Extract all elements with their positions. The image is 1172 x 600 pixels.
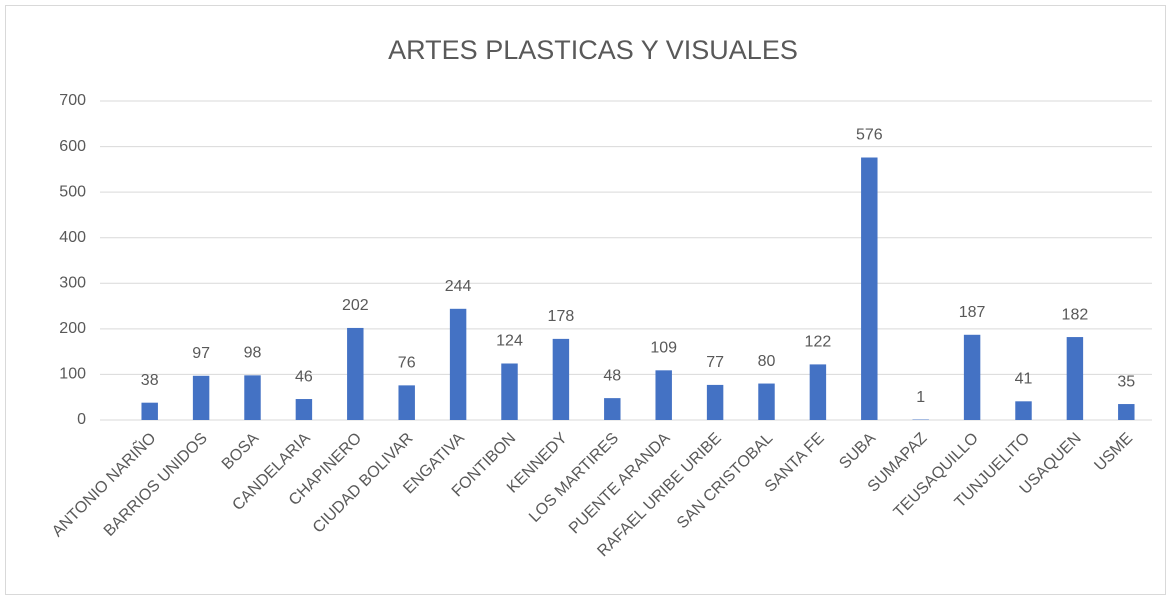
data-label: 41 <box>1015 371 1033 388</box>
bar <box>501 363 518 420</box>
bar <box>809 364 827 420</box>
data-label: 80 <box>758 353 776 370</box>
data-label: 1 <box>916 389 925 406</box>
bar <box>1118 404 1135 420</box>
bar <box>141 402 158 420</box>
data-label: 244 <box>445 278 472 295</box>
bar <box>192 375 210 420</box>
y-tick-label: 600 <box>59 138 86 155</box>
data-label: 576 <box>856 127 883 144</box>
data-label: 97 <box>192 345 210 362</box>
y-tick-label: 100 <box>59 366 86 383</box>
bar <box>963 334 981 420</box>
bar <box>398 385 415 420</box>
data-label: 48 <box>603 367 621 384</box>
chart-border <box>5 5 1166 595</box>
bar <box>295 399 313 420</box>
data-label: 77 <box>706 354 724 371</box>
bar <box>1015 401 1032 420</box>
y-tick-label: 500 <box>59 183 86 200</box>
data-label: 46 <box>295 368 313 385</box>
chart-title: ARTES PLASTICAS Y VISUALES <box>388 35 798 65</box>
y-tick-label: 300 <box>59 275 86 292</box>
bar <box>604 398 621 420</box>
data-label: 124 <box>496 333 523 350</box>
bar <box>655 370 672 420</box>
data-label: 202 <box>342 297 369 314</box>
bar <box>552 338 570 420</box>
bar <box>1066 337 1084 420</box>
data-label: 35 <box>1117 373 1135 390</box>
data-label: 98 <box>244 345 262 362</box>
data-label: 187 <box>959 304 986 321</box>
bar <box>758 383 775 420</box>
data-label: 109 <box>650 340 677 357</box>
bar <box>244 375 261 420</box>
y-tick-label: 700 <box>59 92 86 109</box>
data-label: 182 <box>1062 306 1089 323</box>
bar <box>347 327 364 420</box>
data-label: 38 <box>141 372 159 389</box>
data-label: 178 <box>548 308 575 325</box>
bar <box>706 384 724 420</box>
data-label: 76 <box>398 355 416 372</box>
y-tick-label: 200 <box>59 320 86 337</box>
y-tick-label: 0 <box>77 411 86 428</box>
bar <box>861 157 878 420</box>
y-tick-label: 400 <box>59 229 86 246</box>
bar <box>449 308 467 420</box>
data-label: 122 <box>805 334 832 351</box>
